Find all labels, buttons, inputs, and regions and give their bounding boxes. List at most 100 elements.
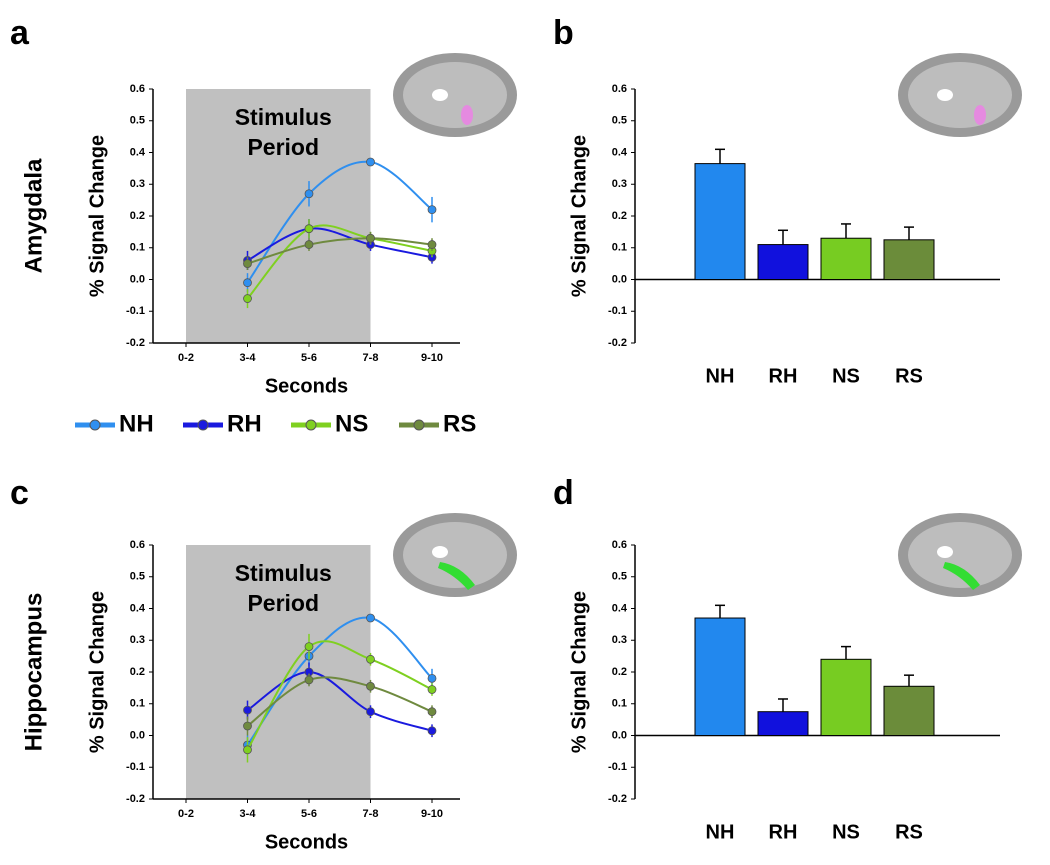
y-tick-label: 0.0 [130, 273, 145, 285]
y-tick-label: 0.3 [612, 178, 627, 190]
annotation: Period [247, 134, 319, 160]
panel: a Amygdala % Signal Change Stimulus Period -0… [10, 14, 476, 437]
y-tick-label: -0.2 [126, 793, 145, 805]
panel: c Hippocampus % Signal Change Stimulus Perio… [10, 474, 460, 853]
y-tick-label: 0.6 [130, 539, 145, 551]
legend-marker [197, 419, 209, 431]
x-tick-label: NH [706, 365, 735, 387]
brain-inset [393, 53, 517, 137]
annotation: Stimulus [235, 560, 332, 586]
y-tick-label: 0.6 [130, 83, 145, 95]
data-point [366, 233, 375, 243]
x-axis-title: Seconds [265, 831, 348, 853]
y-tick-label: -0.2 [608, 793, 627, 805]
data-point [304, 189, 314, 199]
y-tick-label: 0.3 [130, 178, 145, 190]
bar [757, 244, 809, 280]
data-point [427, 240, 437, 249]
data-point [366, 707, 375, 717]
x-tick-label: 9-10 [421, 352, 443, 364]
y-tick-label: 0.5 [130, 115, 145, 127]
series-line [247, 237, 433, 265]
legend-marker [305, 419, 317, 431]
series-line [247, 227, 433, 262]
x-tick-label: 7-8 [363, 352, 379, 364]
y-tick-label: 0.0 [612, 273, 627, 285]
y-tick-label: 0.0 [612, 729, 627, 741]
data-point [427, 205, 437, 215]
y-tick-label: 0.3 [130, 634, 145, 646]
panel-label: d [553, 474, 574, 512]
data-point [427, 685, 437, 694]
row-label: Hippocampus [20, 593, 47, 752]
data-point [304, 224, 314, 234]
y-tick-label: 0.1 [612, 242, 627, 254]
brain-inset [393, 513, 517, 597]
legend-label: RS [443, 410, 476, 437]
x-tick-label: 0-2 [178, 352, 194, 364]
data-point [366, 613, 375, 623]
x-tick-label: 7-8 [363, 808, 379, 820]
x-tick-label: NH [706, 821, 735, 843]
x-tick-label: RH [769, 821, 798, 843]
bar [757, 711, 809, 736]
panel-label: a [10, 14, 30, 52]
annotation: Period [247, 590, 319, 616]
y-tick-label: 0.6 [612, 83, 627, 95]
y-tick-label: -0.1 [608, 305, 627, 317]
legend-label: NS [335, 410, 368, 437]
y-tick-label: -0.1 [126, 761, 145, 773]
data-point [243, 259, 252, 269]
y-tick-label: -0.2 [608, 337, 627, 349]
y-tick-label: 0.3 [612, 634, 627, 646]
data-point [304, 675, 314, 685]
y-axis-title: % Signal Change [86, 591, 108, 753]
data-point [366, 654, 375, 664]
data-point [243, 278, 252, 288]
series-line [246, 676, 433, 727]
bar [820, 237, 872, 281]
data-point [243, 294, 252, 303]
y-axis-title: % Signal Change [86, 135, 108, 297]
annotation: Stimulus [235, 104, 332, 130]
x-tick-label: RH [769, 365, 798, 387]
panel: d % Signal Change -0.2 -0.1 0.0 0.1 0.2 0.3 0.4 0… [553, 474, 1000, 843]
y-tick-label: 0.4 [130, 146, 146, 158]
y-tick-label: 0.1 [612, 698, 627, 710]
data-point [427, 707, 437, 717]
x-axis-title: Seconds [265, 375, 348, 397]
legend-marker [89, 419, 101, 431]
y-tick-label: -0.1 [608, 761, 627, 773]
stimulus-shade [186, 545, 371, 799]
series-line [246, 670, 433, 732]
y-tick-label: 0.2 [612, 666, 627, 678]
x-tick-label: NS [832, 365, 860, 387]
data-point [304, 642, 314, 651]
y-tick-label: 0.6 [612, 539, 627, 551]
series-line [246, 616, 433, 746]
x-tick-label: NS [832, 821, 860, 843]
y-tick-label: 0.2 [130, 666, 145, 678]
x-tick-label: 3-4 [240, 808, 257, 820]
y-tick-label: 0.5 [612, 115, 627, 127]
y-tick-label: 0.0 [130, 729, 145, 741]
legend-label: RH [227, 410, 262, 437]
y-tick-label: 0.5 [612, 571, 627, 583]
bar [694, 163, 746, 280]
x-tick-label: 9-10 [421, 808, 443, 820]
data-point [427, 673, 437, 683]
legend-marker [413, 419, 425, 431]
y-axis-title: % Signal Change [568, 591, 590, 753]
y-tick-label: 0.1 [130, 698, 145, 710]
data-point [243, 745, 252, 755]
y-tick-label: 0.4 [612, 602, 628, 614]
panel-label: b [553, 14, 574, 52]
y-tick-label: 0.4 [130, 602, 146, 614]
y-tick-label: 0.5 [130, 571, 145, 583]
x-tick-label: 5-6 [301, 808, 317, 820]
y-axis-title: % Signal Change [568, 135, 590, 297]
stimulus-shade [186, 89, 371, 343]
x-tick-label: RS [895, 365, 923, 387]
x-tick-label: 3-4 [240, 352, 257, 364]
